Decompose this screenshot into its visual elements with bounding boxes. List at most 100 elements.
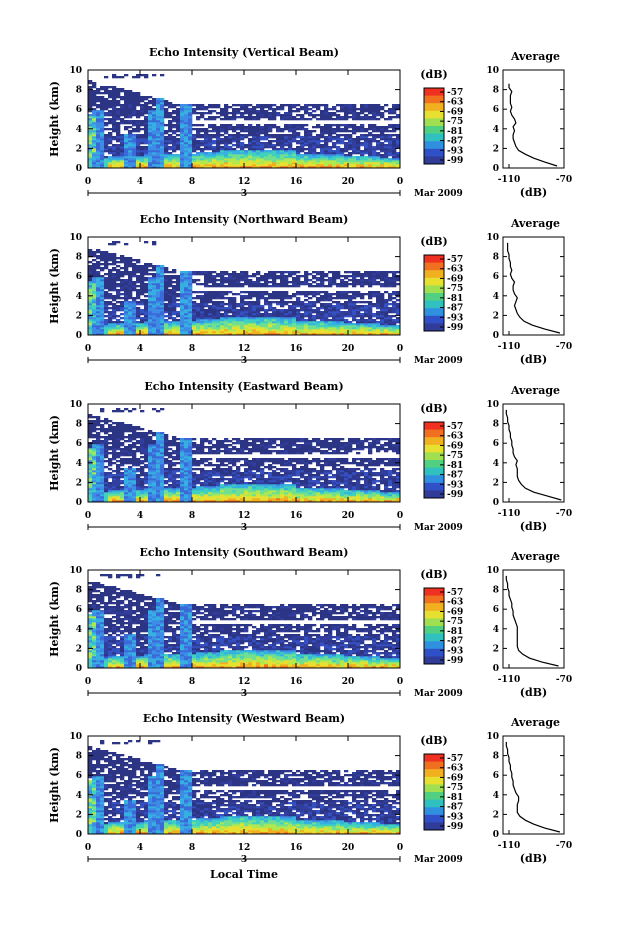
heatmap-cell <box>228 305 233 308</box>
heatmap-cell <box>92 476 97 479</box>
heatmap-cell <box>148 160 153 163</box>
heatmap-cell <box>280 279 285 282</box>
heatmap-cell <box>328 285 333 288</box>
heatmap-cell <box>136 333 141 335</box>
heatmap-cell <box>120 255 125 258</box>
heatmap-cell <box>336 275 341 278</box>
heatmap-cell <box>124 158 129 161</box>
heatmap-cell <box>304 327 309 330</box>
heatmap-cell <box>204 158 209 161</box>
heatmap-cell <box>180 120 185 123</box>
heatmap-cell <box>148 124 153 127</box>
heatmap-cell <box>224 104 229 107</box>
heatmap-cell <box>92 116 97 119</box>
heatmap-cell <box>112 277 117 280</box>
heatmap-cell <box>200 305 205 308</box>
heatmap-cell <box>116 275 121 278</box>
heatmap-cell <box>396 271 400 274</box>
heatmap-cell <box>124 440 129 443</box>
colorbar-unit: (dB) <box>420 235 447 248</box>
heatmap-cell <box>112 112 117 115</box>
heatmap-cell <box>132 76 137 79</box>
heatmap-cell <box>280 317 285 320</box>
heatmap-cells <box>88 74 400 168</box>
heatmap-cell <box>352 315 357 318</box>
heatmap-cell <box>224 325 229 328</box>
heatmap-cell <box>388 293 393 296</box>
heatmap-cell <box>100 114 105 117</box>
heatmap-cell <box>376 303 381 306</box>
heatmap-cell <box>312 293 317 296</box>
heatmap-cell <box>300 128 305 131</box>
heatmap-cell <box>108 104 113 107</box>
heatmap-cell <box>112 309 117 312</box>
heatmap-cell <box>364 311 369 314</box>
heatmap-cell <box>184 273 189 276</box>
heatmap-cell <box>380 307 385 310</box>
heatmap-cell <box>116 140 121 143</box>
heatmap-cell <box>288 162 293 165</box>
heatmap-cell <box>384 313 389 316</box>
heatmap-cell <box>108 488 113 491</box>
heatmap-cell <box>392 327 397 330</box>
heatmap-cell <box>96 325 101 328</box>
heatmap-cell <box>96 307 101 310</box>
heatmap-cell <box>100 108 105 111</box>
x-tick-label: 8 <box>189 177 195 187</box>
heatmap-cell <box>376 301 381 304</box>
heatmap-cell <box>136 275 141 278</box>
heatmap-cell <box>180 289 185 292</box>
heatmap-cell <box>396 164 400 167</box>
heatmap-cell <box>204 164 209 167</box>
heatmap-cell <box>124 325 129 328</box>
heatmap-cell <box>192 166 197 168</box>
heatmap-cell <box>300 142 305 145</box>
heatmap-cell <box>308 317 313 320</box>
heatmap-cell <box>240 114 245 117</box>
heatmap-cell <box>116 122 121 125</box>
heatmap-cell <box>268 313 273 316</box>
heatmap-cell <box>304 144 309 147</box>
heatmap-cell <box>96 428 101 431</box>
heatmap-cell <box>388 112 393 115</box>
heatmap-cell <box>304 110 309 113</box>
heatmap-cell <box>200 317 205 320</box>
heatmap-cell <box>368 164 373 167</box>
heatmap-cell <box>120 156 125 159</box>
heatmap-cell <box>104 327 109 330</box>
heatmap-cell <box>156 301 161 304</box>
heatmap-cell <box>88 480 93 483</box>
heatmap-cell <box>204 277 209 280</box>
heatmap-cell <box>232 112 237 115</box>
heatmap-cell <box>212 283 217 286</box>
heatmap-cell <box>124 112 129 115</box>
colorbar-swatch <box>424 156 444 165</box>
heatmap-cell <box>120 454 125 457</box>
heatmap-cell <box>236 303 241 306</box>
heatmap-cell <box>232 140 237 143</box>
heatmap-cell <box>196 130 201 133</box>
heatmap-cell <box>244 307 249 310</box>
heatmap-cell <box>116 277 121 280</box>
heatmap-cell <box>120 464 125 467</box>
heatmap-cell <box>392 333 397 335</box>
heatmap-cell <box>280 104 285 107</box>
heatmap-cell <box>264 142 269 145</box>
heatmap-cell <box>380 162 385 165</box>
y-axis-label: Height (km) <box>48 248 61 324</box>
heatmap-cell <box>352 106 357 109</box>
heatmap-cell <box>148 128 153 131</box>
heatmap-cell <box>216 150 221 153</box>
heatmap-cell <box>148 315 153 318</box>
heatmap-cell <box>348 148 353 151</box>
heatmap-cell <box>100 118 105 121</box>
heatmap-cell <box>216 138 221 141</box>
heatmap-cell <box>188 315 193 318</box>
heatmap-cell <box>156 319 161 322</box>
heatmap-cell <box>352 327 357 330</box>
heatmap-cell <box>244 303 249 306</box>
heatmap-cell <box>152 309 157 312</box>
heatmap-cell <box>332 166 337 168</box>
heatmap-cell <box>140 265 145 268</box>
heatmap-cell <box>96 315 101 318</box>
